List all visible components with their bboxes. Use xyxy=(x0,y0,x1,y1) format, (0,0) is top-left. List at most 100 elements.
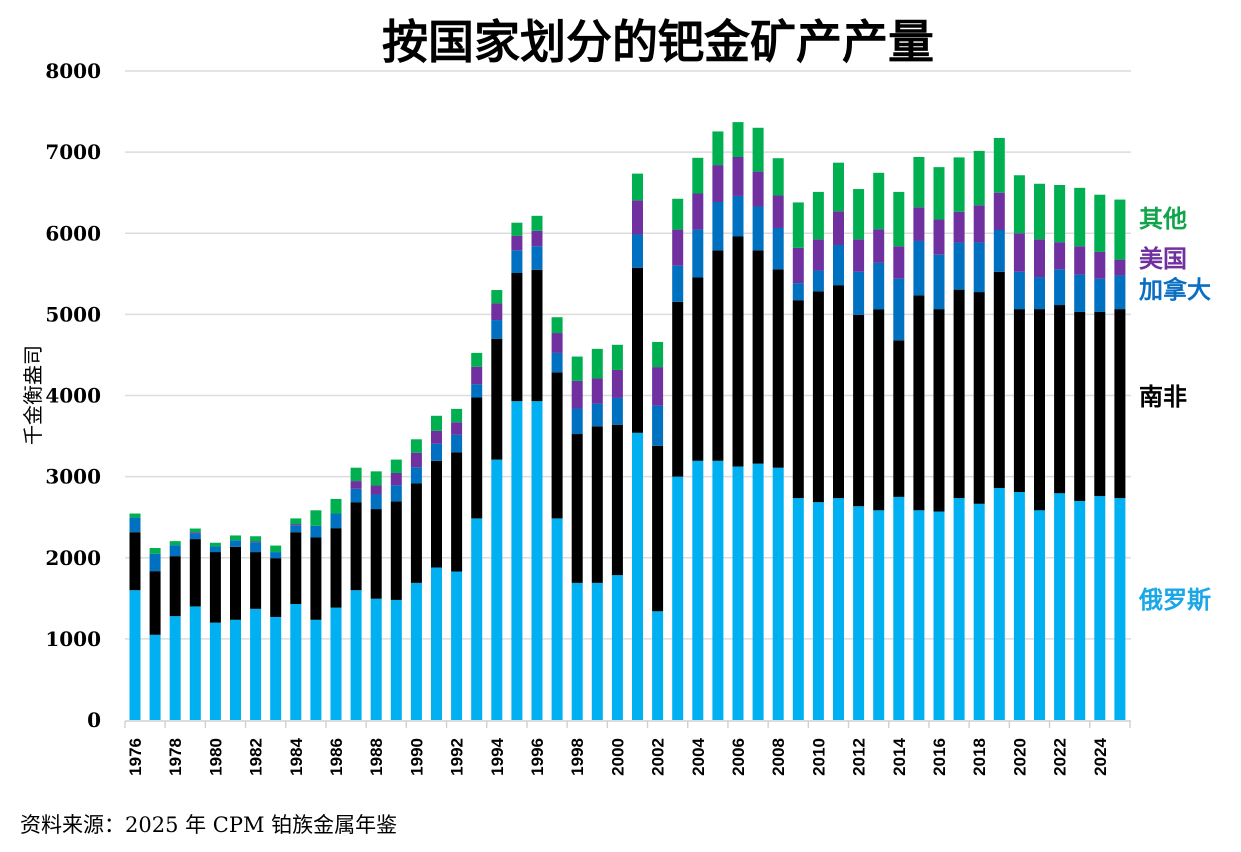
bar-segment xyxy=(792,498,804,720)
bar-segment xyxy=(772,227,784,270)
bar-segment xyxy=(491,303,503,321)
bar-segment xyxy=(853,314,865,507)
bar-segment xyxy=(431,443,442,461)
bar-segment xyxy=(410,439,422,453)
bar-stack-1983 xyxy=(270,545,282,720)
bar-stack-1986 xyxy=(330,498,342,720)
bar-segment xyxy=(993,192,1005,231)
bar-segment xyxy=(692,460,704,720)
x-tick-label: 1988 xyxy=(367,738,386,776)
bar-segment xyxy=(491,290,503,304)
y-tick-label: 0 xyxy=(87,708,101,732)
bar-stack-2012 xyxy=(853,189,865,720)
bar-segment xyxy=(812,502,824,720)
bar-segment xyxy=(350,467,362,482)
bar-segment xyxy=(270,552,282,559)
bar-segment xyxy=(893,246,905,279)
x-tick-label: 1982 xyxy=(247,738,266,776)
bar-stack-1979 xyxy=(189,528,201,720)
bar-segment xyxy=(571,356,583,381)
bar-segment xyxy=(833,498,844,720)
bar-segment xyxy=(591,582,603,720)
bar-segment xyxy=(993,230,1005,272)
x-tick-label: 1990 xyxy=(407,738,426,776)
bar-segment xyxy=(1034,239,1045,278)
bar-segment xyxy=(551,352,563,373)
bar-segment xyxy=(833,162,844,212)
bar-segment xyxy=(471,352,483,367)
bar-stack-2016 xyxy=(933,167,945,720)
bar-segment xyxy=(451,571,463,720)
bar-segment xyxy=(511,401,523,720)
bar-segment xyxy=(712,165,724,203)
bar-segment xyxy=(230,535,241,541)
bar-segment xyxy=(772,158,784,196)
bar-segment xyxy=(189,532,201,534)
bar-segment xyxy=(611,344,623,370)
bar-stack-1977 xyxy=(149,548,161,720)
bar-segment xyxy=(209,542,221,547)
bar-stack-1994 xyxy=(491,290,503,720)
bar-segment xyxy=(410,452,422,468)
bar-segment xyxy=(1114,498,1126,720)
bar-segment xyxy=(149,548,161,554)
bar-segment xyxy=(169,541,181,546)
bar-segment xyxy=(209,622,221,720)
bar-segment xyxy=(632,173,643,201)
y-tick-label: 5000 xyxy=(45,302,101,326)
bar-segment xyxy=(169,616,181,720)
bar-segment xyxy=(330,528,342,608)
bar-segment xyxy=(310,619,322,720)
bar-segment xyxy=(290,603,302,720)
bar-segment xyxy=(129,513,141,518)
bar-segment xyxy=(1094,194,1106,252)
x-tick-label: 1992 xyxy=(448,738,467,776)
bar-stack-2009 xyxy=(792,202,804,720)
bar-segment xyxy=(471,518,483,720)
bar-stack-1999 xyxy=(591,348,603,720)
bar-segment xyxy=(913,510,925,720)
bar-segment xyxy=(853,189,865,240)
x-tick-label: 2016 xyxy=(930,738,949,776)
bar-stack-2004 xyxy=(692,157,704,720)
bar-segment xyxy=(1013,175,1025,234)
bar-segment xyxy=(451,434,463,453)
bar-segment xyxy=(893,191,905,247)
bar-segment xyxy=(189,533,201,540)
bar-segment xyxy=(1094,251,1106,279)
bar-segment xyxy=(491,338,503,460)
bar-segment xyxy=(953,289,965,499)
bar-segment xyxy=(471,397,483,519)
bar-segment xyxy=(993,487,1005,720)
x-tick-label: 2020 xyxy=(1010,738,1029,776)
bar-segment xyxy=(189,528,201,533)
bar-segment xyxy=(752,250,764,464)
bar-segment xyxy=(893,278,905,341)
bar-segment xyxy=(350,481,362,489)
bar-segment xyxy=(290,524,302,526)
bar-segment xyxy=(933,511,945,720)
bar-segment xyxy=(350,502,362,591)
bar-segment xyxy=(531,269,543,402)
bar-stack-1982 xyxy=(250,536,262,720)
bar-stack-2018 xyxy=(973,150,985,720)
y-axis-ticks: 0 1000 2000 3000 4000 5000 6000 7000 8000 xyxy=(45,59,101,732)
bar-segment xyxy=(913,156,925,208)
bars xyxy=(129,122,1126,720)
bar-segment xyxy=(1013,492,1025,720)
bar-segment xyxy=(873,262,885,310)
bar-segment xyxy=(250,536,262,542)
bar-segment xyxy=(571,380,583,409)
y-tick-label: 4000 xyxy=(45,384,101,408)
bar-stack-2010 xyxy=(812,191,824,720)
x-tick-label: 1984 xyxy=(287,737,306,775)
bar-stack-1981 xyxy=(230,535,241,720)
bar-segment xyxy=(290,518,302,525)
bar-segment xyxy=(1094,278,1106,312)
bar-segment xyxy=(812,191,824,240)
bar-stack-1995 xyxy=(511,222,523,720)
bar-segment xyxy=(692,157,704,194)
bar-segment xyxy=(230,540,241,547)
bar-stack-2000 xyxy=(611,344,623,720)
x-tick-label: 2018 xyxy=(970,738,989,776)
